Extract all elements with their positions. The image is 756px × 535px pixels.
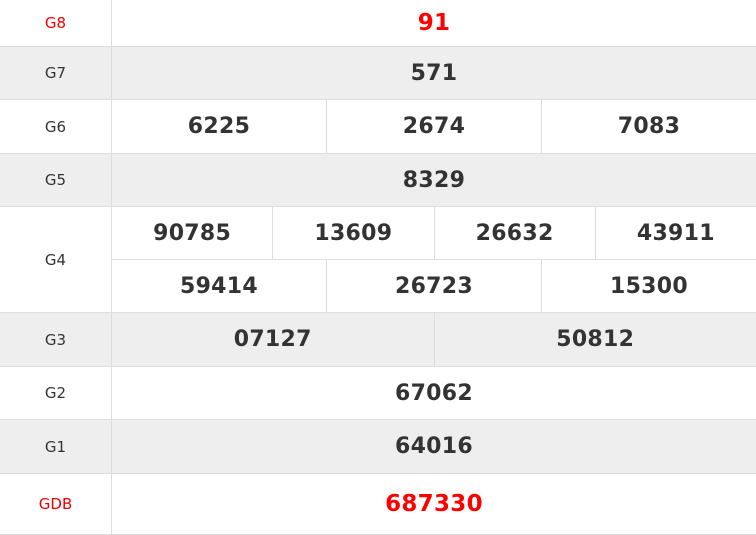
prize-label: G5: [0, 154, 112, 206]
number-line: 6225 2674 7083: [112, 100, 756, 153]
winning-number: 43911: [594, 207, 756, 259]
winning-number: 50812: [433, 313, 756, 366]
number-line: 67062: [112, 367, 756, 419]
prize-numbers: 91: [112, 0, 756, 46]
prize-numbers: 67062: [112, 367, 756, 419]
number-line: 687330: [112, 474, 756, 534]
winning-number: 26723: [326, 260, 541, 312]
prize-numbers: 64016: [112, 420, 756, 473]
winning-number: 90785: [153, 220, 232, 246]
prize-label: G8: [0, 0, 112, 46]
winning-number: 67062: [394, 380, 474, 406]
prize-label: G6: [0, 100, 112, 153]
number-line: 64016: [112, 420, 756, 473]
prize-row-g8: G8 91: [0, 0, 756, 47]
winning-number: 59414: [179, 273, 259, 299]
prize-row-gdb: GDB 687330: [0, 474, 756, 535]
number-line: 91: [112, 0, 756, 46]
prize-row-g7: G7 571: [0, 47, 756, 100]
prize-row-g4: G4 90785 13609 26632 43911 59414 26723 15300: [0, 207, 756, 313]
winning-number: 2674: [326, 100, 541, 153]
prize-label: G4: [0, 207, 112, 312]
prize-label: G3: [0, 313, 112, 366]
prize-row-g2: G2 67062: [0, 367, 756, 420]
winning-number: 6225: [187, 114, 251, 139]
number-line: 571: [112, 47, 756, 99]
prize-label: G2: [0, 367, 112, 419]
winning-number: 571: [410, 60, 458, 86]
prize-row-g5: G5 8329: [0, 154, 756, 207]
prize-row-g6: G6 6225 2674 7083: [0, 100, 756, 154]
winning-number: 13609: [272, 207, 433, 259]
winning-number: 91: [417, 10, 451, 36]
number-line: 59414 26723 15300: [112, 259, 756, 312]
winning-number: 7083: [541, 100, 756, 153]
number-line: 90785 13609 26632 43911: [112, 207, 756, 259]
winning-number: 15300: [541, 260, 756, 312]
winning-number: 07127: [233, 327, 312, 352]
winning-number: 26632: [433, 207, 595, 259]
winning-number: 64016: [394, 434, 474, 459]
prize-numbers: 687330: [112, 474, 756, 534]
prize-numbers: 571: [112, 47, 756, 99]
number-line: 8329: [112, 154, 756, 206]
prize-label: G7: [0, 47, 112, 99]
winning-number: 8329: [402, 167, 466, 193]
prize-numbers: 6225 2674 7083: [112, 100, 756, 153]
prize-row-g1: G1 64016: [0, 420, 756, 474]
prize-label: GDB: [0, 474, 112, 534]
winning-number: 687330: [385, 491, 483, 517]
prize-numbers: 90785 13609 26632 43911 59414 26723 15300: [112, 207, 756, 312]
prize-label: G1: [0, 420, 112, 473]
number-line: 07127 50812: [112, 313, 756, 366]
prize-row-g3: G3 07127 50812: [0, 313, 756, 367]
prize-numbers: 8329: [112, 154, 756, 206]
prize-numbers: 07127 50812: [112, 313, 756, 366]
